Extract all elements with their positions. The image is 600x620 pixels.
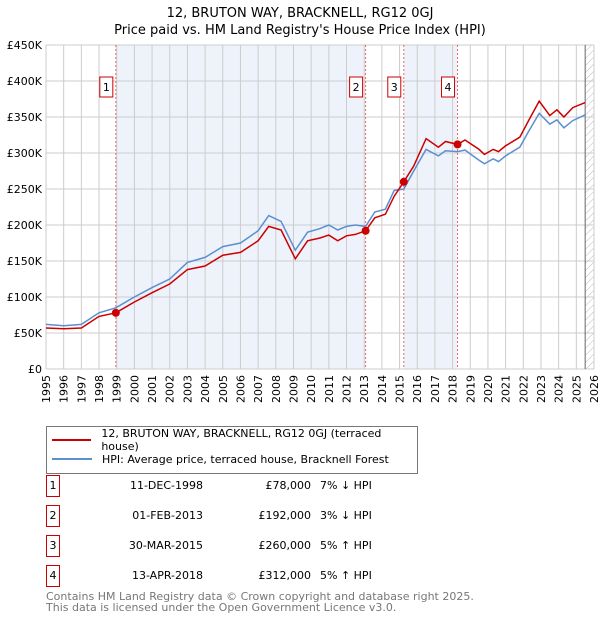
price-chart: 1995 1996 1997 1998 1999 2000 2001 2002 2003 2004… (7, 39, 600, 403)
hpi-difference: 3% ↓ HPI (320, 509, 372, 522)
x-tick-label: 2001 (146, 375, 159, 403)
y-tick-label: £150K (7, 255, 43, 268)
sale-marker-badge: 4 (46, 565, 60, 587)
legend-swatch-hpi (52, 458, 92, 460)
sale-period-shade (403, 45, 458, 369)
footer-licence: This data is licensed under the Open Gov… (46, 601, 397, 614)
table-row: 1 11-DEC-1998 £78,000 7% ↓ HPI (46, 475, 546, 497)
hpi-difference: 5% ↑ HPI (320, 539, 372, 552)
y-tick-label: £300K (7, 147, 43, 160)
x-tick-label: 2003 (181, 375, 194, 403)
y-tick-label: £250K (7, 183, 43, 196)
x-tick-label: 2021 (500, 375, 513, 403)
x-tick-label: 1995 (40, 375, 53, 403)
property-price-line (45, 99, 586, 330)
hpi-difference: 7% ↓ HPI (320, 479, 372, 492)
sale-price: £260,000 (258, 539, 312, 552)
hpi-difference: 5% ↑ HPI (320, 569, 372, 582)
sale-marker-badge: 2 (46, 505, 60, 527)
x-tick-label: 2014 (376, 375, 389, 403)
x-tick-label: 2013 (358, 375, 371, 403)
forecast-hatch (585, 45, 594, 369)
x-tick-label: 2018 (447, 375, 460, 403)
x-tick-label: 2023 (535, 375, 548, 403)
sale-marker-badge: 1 (46, 475, 60, 497)
y-tick-label: £450K (7, 39, 43, 52)
y-tick-label: £100K (7, 291, 43, 304)
sale-label: 2 (353, 81, 360, 94)
sale-label: 4 (445, 81, 452, 94)
chart-legend: 12, BRUTON WAY, BRACKNELL, RG12 0GJ (ter… (46, 426, 418, 474)
sale-label: 1 (103, 81, 110, 94)
x-tick-label: 2017 (429, 375, 442, 403)
x-tick-label: 2000 (128, 375, 141, 403)
x-tick-label: 2009 (287, 375, 300, 403)
x-tick-label: 2004 (199, 375, 212, 403)
table-row: 2 01-FEB-2013 £192,000 3% ↓ HPI (46, 505, 546, 527)
x-tick-label: 2011 (323, 375, 336, 403)
x-tick-label: 1996 (58, 375, 71, 403)
y-tick-label: £50K (14, 327, 43, 340)
x-tick-label: 2006 (234, 375, 247, 403)
sale-label-box (99, 76, 114, 98)
sale-date: 11-DEC-1998 (129, 479, 203, 492)
x-tick-label: 2010 (305, 375, 318, 403)
y-tick-label: £350K (7, 111, 43, 124)
sale-price: £192,000 (258, 509, 312, 522)
sale-date: 30-MAR-2015 (128, 539, 203, 552)
x-tick-label: 1997 (75, 375, 88, 403)
legend-swatch-property (52, 439, 92, 441)
x-tick-label: 2002 (164, 375, 177, 403)
sale-date: 01-FEB-2013 (132, 509, 203, 522)
sale-label-box (349, 76, 364, 98)
y-tick-label: £400K (7, 75, 43, 88)
x-tick-label: 1998 (93, 375, 106, 403)
chart-title: 12, BRUTON WAY, BRACKNELL, RG12 0GJ (166, 6, 434, 21)
x-tick-label: 2026 (588, 375, 600, 403)
x-tick-label: 1999 (111, 375, 124, 403)
footer-copyright: Contains HM Land Registry data © Crown c… (46, 590, 474, 603)
x-tick-label: 2019 (464, 375, 477, 403)
sale-point (399, 177, 408, 186)
y-tick-label: £0 (28, 363, 42, 376)
sale-price: £78,000 (265, 479, 312, 492)
sale-point (453, 140, 462, 149)
sale-marker-badge: 3 (46, 535, 60, 557)
sale-price: £312,000 (258, 569, 312, 582)
x-tick-label: 2012 (341, 375, 354, 403)
sale-label-box (441, 76, 456, 98)
hpi-line (45, 112, 586, 327)
x-tick-label: 2007 (252, 375, 265, 403)
sale-label-box (387, 76, 402, 98)
y-tick-label: £200K (7, 219, 43, 232)
x-tick-label: 2016 (411, 375, 424, 403)
table-row: 3 30-MAR-2015 £260,000 5% ↑ HPI (46, 535, 546, 557)
x-tick-label: 2020 (482, 375, 495, 403)
x-tick-label: 2025 (570, 375, 583, 403)
x-tick-label: 2008 (270, 375, 283, 403)
sale-point (111, 308, 120, 317)
x-tick-label: 2015 (394, 375, 407, 403)
table-row: 4 13-APR-2018 £312,000 5% ↑ HPI (46, 565, 546, 587)
sale-point (361, 226, 370, 235)
sale-label: 3 (391, 81, 398, 94)
x-tick-label: 2024 (553, 375, 566, 403)
chart-subtitle: Price paid vs. HM Land Registry's House … (114, 23, 486, 38)
x-tick-label: 2022 (517, 375, 530, 403)
sale-date: 13-APR-2018 (131, 569, 203, 582)
legend-label-property: 12, BRUTON WAY, BRACKNELL, RG12 0GJ (ter… (101, 427, 382, 453)
x-tick-label: 2005 (217, 375, 230, 403)
legend-label-hpi: HPI: Average price, terraced house, Brac… (102, 452, 389, 466)
